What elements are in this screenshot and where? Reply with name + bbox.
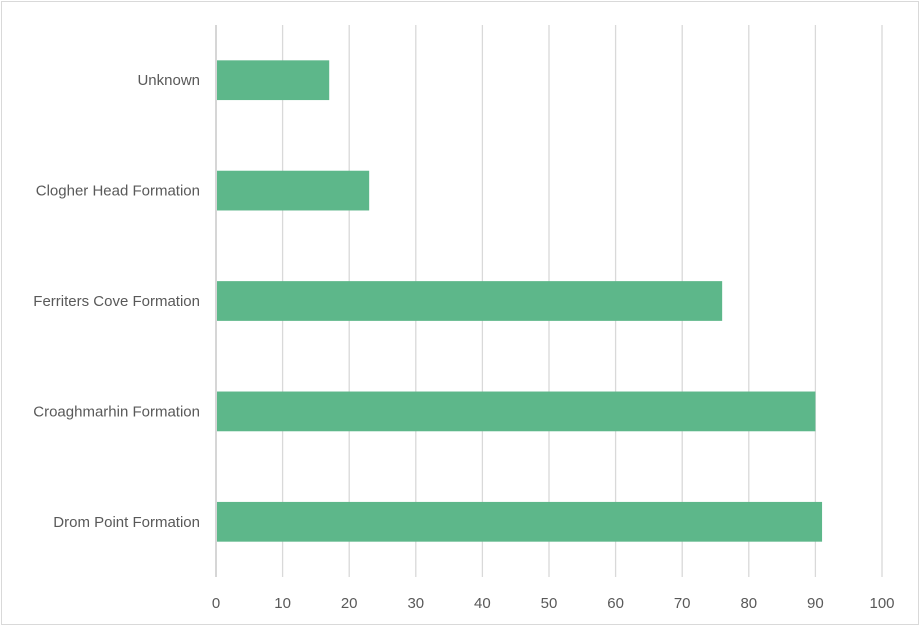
x-tick-label: 100 xyxy=(869,595,894,612)
x-tick-label: 0 xyxy=(212,595,220,612)
category-label: Unknown xyxy=(137,72,200,89)
category-label: Croaghmarhin Formation xyxy=(33,403,200,420)
bars xyxy=(217,60,823,542)
category-label: Clogher Head Formation xyxy=(36,183,200,200)
x-tick-label: 20 xyxy=(341,595,358,612)
bar xyxy=(217,60,330,101)
bar xyxy=(217,391,816,432)
value-axis-ticks: 0 10 20 30 40 50 60 70 80 90 100 xyxy=(212,595,895,612)
category-label: Ferriters Cove Formation xyxy=(33,293,200,310)
category-labels: Unknown Clogher Head Formation Ferriters C… xyxy=(33,72,200,531)
category-label: Drom Point Formation xyxy=(53,514,200,531)
bar xyxy=(217,170,370,211)
gridlines xyxy=(281,25,883,577)
x-tick-label: 80 xyxy=(740,595,757,612)
x-tick-label: 60 xyxy=(607,595,624,612)
bar xyxy=(217,501,823,542)
x-tick-label: 30 xyxy=(407,595,424,612)
x-tick-label: 50 xyxy=(541,595,558,612)
x-tick-label: 10 xyxy=(274,595,291,612)
x-tick-label: 40 xyxy=(474,595,491,612)
x-tick-label: 70 xyxy=(674,595,691,612)
bar xyxy=(217,281,723,321)
x-tick-label: 90 xyxy=(807,595,824,612)
